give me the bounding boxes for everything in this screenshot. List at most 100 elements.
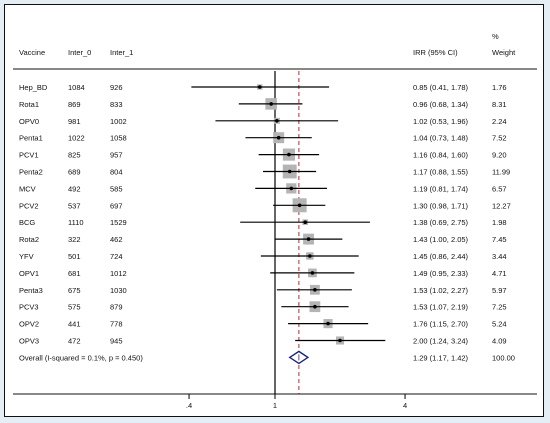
table-row: YFV 501 724 1.45 (0.86, 2.44) 3.44 bbox=[19, 252, 507, 261]
table-row: MCV 492 585 1.19 (0.81, 1.74) 6.57 bbox=[19, 183, 507, 194]
row-vaccine-label: OPV1 bbox=[19, 269, 39, 278]
row-inter1-value: 1012 bbox=[110, 269, 127, 278]
row-inter1-value: 697 bbox=[110, 201, 123, 210]
point-estimate bbox=[310, 271, 315, 275]
row-irr-ci-text: 2.00 (1.24, 3.24) bbox=[413, 337, 469, 346]
row-inter1-value: 1058 bbox=[110, 134, 127, 143]
row-irr-ci-text: 1.49 (0.95, 2.33) bbox=[413, 269, 469, 278]
table-row: Penta3 675 1030 1.53 (1.02, 2.27) 5.97 bbox=[19, 284, 507, 295]
point-estimate bbox=[326, 321, 330, 326]
table-row: BCG 1110 1529 1.38 (0.69, 2.75) 1.98 bbox=[19, 218, 507, 227]
point-estimate bbox=[287, 152, 291, 157]
row-weight-text: 3.44 bbox=[492, 252, 507, 261]
row-inter1-value: 1529 bbox=[110, 218, 127, 227]
row-irr-ci-text: 1.53 (1.07, 2.19) bbox=[413, 303, 469, 312]
table-row: PCV3 575 879 1.53 (1.07, 2.19) 7.25 bbox=[19, 301, 507, 313]
x-tick-label: 4 bbox=[403, 401, 407, 410]
rows-layer: Hep_BD 1084 926 0.85 (0.41, 1.78) 1.76 Rota1 8… bbox=[19, 71, 515, 394]
overall-irr-ci-text: 1.29 (1.17, 1.42) bbox=[413, 353, 469, 362]
forest-plot-panel: Vaccine Inter_0 Inter_1 IRR (95% CI) % W… bbox=[4, 4, 544, 417]
row-inter0-value: 1110 bbox=[68, 218, 84, 227]
row-weight-text: 4.09 bbox=[492, 337, 507, 346]
row-inter1-value: 833 bbox=[110, 100, 123, 109]
row-weight-text: 12.27 bbox=[492, 201, 511, 210]
row-irr-ci-text: 1.38 (0.69, 2.75) bbox=[413, 218, 469, 227]
table-row: OPV2 441 778 1.76 (1.15, 2.70) 5.24 bbox=[19, 319, 507, 329]
row-vaccine-label: PCV3 bbox=[19, 303, 39, 312]
row-inter0-value: 981 bbox=[68, 117, 81, 126]
row-inter0-value: 1084 bbox=[68, 83, 85, 92]
table-row: Penta1 1022 1058 1.04 (0.73, 1.48) 7.52 bbox=[19, 132, 507, 144]
row-inter0-value: 869 bbox=[68, 100, 81, 109]
row-irr-ci-text: 1.43 (1.00, 2.05) bbox=[413, 235, 469, 244]
point-estimate bbox=[289, 186, 294, 191]
row-irr-ci-text: 1.19 (0.81, 1.74) bbox=[413, 184, 469, 193]
header: Vaccine Inter_0 Inter_1 IRR (95% CI) % W… bbox=[19, 32, 516, 57]
row-inter1-value: 1030 bbox=[110, 286, 127, 295]
row-weight-text: 4.71 bbox=[492, 269, 507, 278]
header-vaccine: Vaccine bbox=[19, 48, 45, 57]
point-estimate bbox=[308, 254, 312, 258]
row-inter1-value: 804 bbox=[110, 168, 123, 177]
point-estimate bbox=[257, 85, 262, 89]
row-inter0-value: 675 bbox=[68, 286, 81, 295]
row-inter0-value: 322 bbox=[68, 235, 81, 244]
overall-row: Overall (I-squared = 0.1%, p = 0.450) 1.2… bbox=[19, 350, 515, 365]
header-weight-percent: % bbox=[492, 32, 499, 41]
x-tick-label: .4 bbox=[186, 401, 192, 410]
x-axis: .4 1 4 bbox=[186, 394, 407, 410]
header-inter0: Inter_0 bbox=[68, 48, 91, 57]
row-weight-text: 1.76 bbox=[492, 83, 507, 92]
row-vaccine-label: Penta1 bbox=[19, 134, 43, 143]
row-vaccine-label: MCV bbox=[19, 184, 36, 193]
point-estimate bbox=[287, 169, 292, 174]
row-weight-text: 11.99 bbox=[492, 168, 510, 177]
point-estimate bbox=[297, 203, 302, 208]
row-inter0-value: 492 bbox=[68, 184, 81, 193]
table-row: Rota1 869 833 0.96 (0.68, 1.34) 8.31 bbox=[19, 98, 507, 110]
row-irr-ci-text: 1.53 (1.02, 2.27) bbox=[413, 286, 469, 295]
row-irr-ci-text: 1.30 (0.98, 1.71) bbox=[413, 201, 469, 210]
row-irr-ci-text: 1.45 (0.86, 2.44) bbox=[413, 252, 469, 261]
table-row: Rota2 322 462 1.43 (1.00, 2.05) 7.45 bbox=[19, 233, 507, 245]
row-inter0-value: 681 bbox=[68, 269, 81, 278]
row-vaccine-label: Hep_BD bbox=[19, 83, 48, 92]
row-weight-text: 9.20 bbox=[492, 151, 507, 160]
row-weight-text: 1.98 bbox=[492, 218, 507, 227]
row-vaccine-label: PCV1 bbox=[19, 151, 39, 160]
row-vaccine-label: OPV0 bbox=[19, 117, 39, 126]
row-weight-text: 5.24 bbox=[492, 320, 507, 329]
header-inter1: Inter_1 bbox=[110, 48, 133, 57]
row-inter1-value: 585 bbox=[110, 184, 123, 193]
row-vaccine-label: Penta3 bbox=[19, 286, 43, 295]
point-estimate bbox=[275, 119, 279, 123]
row-weight-text: 5.97 bbox=[492, 286, 507, 295]
overall-label: Overall (I-squared = 0.1%, p = 0.450) bbox=[19, 353, 143, 362]
row-weight-text: 2.24 bbox=[492, 117, 507, 126]
row-inter0-value: 472 bbox=[68, 337, 81, 346]
table-row: OPV0 981 1002 1.02 (0.53, 1.96) 2.24 bbox=[19, 117, 507, 126]
row-inter0-value: 825 bbox=[68, 151, 81, 160]
row-inter0-value: 537 bbox=[68, 201, 81, 210]
point-estimate bbox=[303, 220, 308, 224]
row-inter1-value: 778 bbox=[110, 320, 123, 329]
row-irr-ci-text: 0.96 (0.68, 1.34) bbox=[413, 100, 469, 109]
row-irr-ci-text: 1.16 (0.84, 1.60) bbox=[413, 151, 469, 160]
row-weight-text: 7.52 bbox=[492, 134, 507, 143]
row-irr-ci-text: 1.17 (0.88, 1.55) bbox=[413, 168, 469, 177]
table-row: OPV3 472 945 2.00 (1.24, 3.24) 4.09 bbox=[19, 336, 507, 346]
row-inter1-value: 1002 bbox=[110, 117, 127, 126]
forest-plot: Vaccine Inter_0 Inter_1 IRR (95% CI) % W… bbox=[13, 32, 537, 410]
header-weight: Weight bbox=[492, 48, 516, 57]
point-estimate bbox=[338, 338, 342, 343]
point-estimate bbox=[269, 102, 273, 106]
point-estimate bbox=[313, 288, 317, 292]
point-estimate bbox=[276, 135, 281, 140]
row-vaccine-label: OPV2 bbox=[19, 320, 39, 329]
overall-weight-text: 100.00 bbox=[492, 353, 515, 362]
row-inter0-value: 441 bbox=[68, 320, 81, 329]
row-inter0-value: 501 bbox=[68, 252, 81, 261]
row-vaccine-label: BCG bbox=[19, 218, 35, 227]
row-inter0-value: 575 bbox=[68, 303, 81, 312]
